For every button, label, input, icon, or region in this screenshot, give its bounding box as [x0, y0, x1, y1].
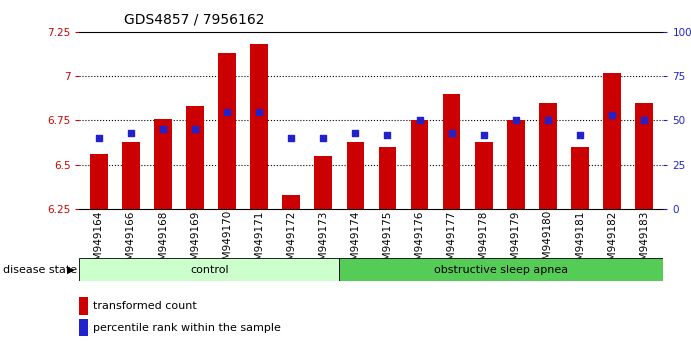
- Bar: [443, 94, 460, 209]
- Point: [93, 135, 104, 141]
- Text: disease state: disease state: [3, 265, 77, 275]
- Point: [125, 130, 136, 136]
- Point: [285, 135, 296, 141]
- Text: GDS4857 / 7956162: GDS4857 / 7956162: [124, 12, 265, 27]
- Bar: [122, 142, 140, 209]
- Bar: [79, 258, 339, 281]
- Point: [189, 126, 200, 132]
- Point: [574, 132, 585, 137]
- Bar: [283, 195, 300, 209]
- Point: [254, 109, 265, 114]
- Bar: [79, 319, 88, 336]
- Bar: [347, 142, 364, 209]
- Point: [607, 112, 618, 118]
- Bar: [186, 106, 204, 209]
- Bar: [571, 147, 589, 209]
- Point: [446, 130, 457, 136]
- Bar: [635, 103, 653, 209]
- Bar: [90, 154, 108, 209]
- Bar: [314, 156, 332, 209]
- Bar: [339, 258, 663, 281]
- Point: [478, 132, 489, 137]
- Bar: [410, 120, 428, 209]
- Bar: [475, 142, 493, 209]
- Point: [542, 118, 553, 123]
- Text: transformed count: transformed count: [93, 301, 197, 311]
- Text: obstructive sleep apnea: obstructive sleep apnea: [434, 265, 568, 275]
- Bar: [603, 73, 621, 209]
- Text: control: control: [190, 265, 229, 275]
- Bar: [250, 44, 268, 209]
- Text: ▶: ▶: [67, 265, 75, 275]
- Point: [222, 109, 233, 114]
- Bar: [507, 120, 524, 209]
- Point: [318, 135, 329, 141]
- Point: [510, 118, 521, 123]
- Bar: [379, 147, 396, 209]
- Bar: [218, 53, 236, 209]
- Bar: [539, 103, 557, 209]
- Point: [158, 126, 169, 132]
- Point: [382, 132, 393, 137]
- Point: [414, 118, 425, 123]
- Bar: [154, 119, 171, 209]
- Bar: [79, 297, 88, 314]
- Point: [350, 130, 361, 136]
- Text: percentile rank within the sample: percentile rank within the sample: [93, 323, 281, 333]
- Point: [638, 118, 650, 123]
